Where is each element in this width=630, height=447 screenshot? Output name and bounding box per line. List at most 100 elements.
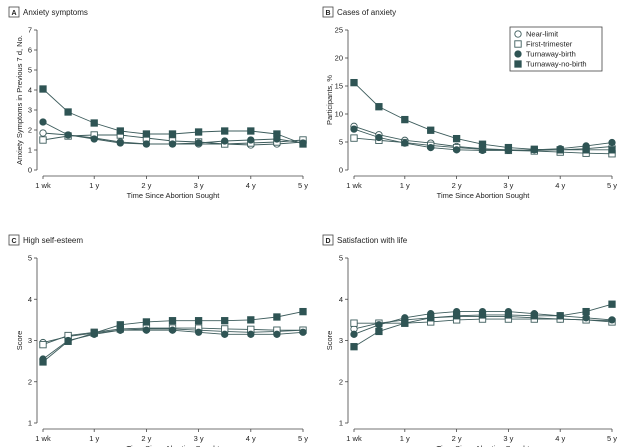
panel-a: A Anxiety symptoms 0 1 2 3 4 5 6 7 1 wk 1 y 2 y 3 y 4 … (8, 6, 308, 200)
panel-title: Cases of anxiety (337, 8, 396, 17)
data-point-turnaway-no-birth (608, 300, 616, 308)
data-point-turnaway-birth (452, 146, 461, 154)
panel-letter: B (325, 10, 330, 17)
x-tick-label: 1 wk (35, 434, 51, 443)
x-tick-label: 3 y (503, 434, 513, 443)
y-tick-label: 20 (335, 54, 343, 63)
data-point-turnaway-birth (142, 140, 151, 148)
data-point-turnaway-birth (168, 140, 177, 148)
legend-label: Near-limit (526, 30, 559, 39)
x-tick-label: 2 y (452, 434, 462, 443)
y-tick-label: 1 (28, 146, 32, 155)
data-point-turnaway-no-birth (64, 108, 72, 116)
data-point-turnaway-birth (350, 125, 358, 133)
data-point-turnaway-birth (478, 146, 487, 155)
data-point-first-trimester (350, 134, 358, 142)
data-point-turnaway-no-birth (608, 146, 616, 154)
y-tick-label: 3 (28, 336, 32, 345)
data-point-turnaway-no-birth (247, 316, 255, 324)
y-axis-title: Anxiety Symptoms in Previous 7 d, No. (15, 35, 24, 165)
data-point-turnaway-no-birth (530, 145, 538, 153)
x-tick-label: 4 y (246, 181, 256, 190)
y-tick-label: 2 (28, 377, 32, 386)
x-tick-label: 1 y (89, 434, 99, 443)
data-point-turnaway-no-birth (273, 313, 281, 321)
panel-letter: C (11, 238, 16, 245)
y-tick-label: 2 (339, 377, 343, 386)
data-point-turnaway-no-birth (273, 130, 281, 138)
data-point-turnaway-no-birth (299, 140, 307, 148)
data-point-turnaway-no-birth (504, 311, 513, 319)
x-tick-label: 3 y (194, 181, 204, 190)
data-point-turnaway-birth (273, 330, 281, 338)
legend-marker (514, 40, 522, 48)
data-point-turnaway-no-birth (90, 329, 98, 337)
data-point-turnaway-no-birth (350, 78, 358, 87)
data-point-near-limit (39, 129, 47, 137)
x-tick-label: 4 y (555, 434, 565, 443)
y-tick-label: 4 (339, 295, 343, 304)
x-tick-label: 1 wk (346, 181, 362, 190)
panel-letter-box (8, 6, 20, 18)
x-tick-label: 3 y (194, 434, 204, 443)
data-point-turnaway-no-birth (168, 317, 177, 325)
data-point-turnaway-no-birth (39, 85, 47, 93)
panel-letter: D (325, 238, 330, 245)
x-tick-label: 1 y (400, 181, 410, 190)
data-point-turnaway-no-birth (504, 143, 513, 152)
y-tick-label: 0 (28, 166, 32, 175)
panel-letter-box (322, 6, 334, 18)
data-point-first-trimester (350, 319, 358, 327)
panel-title: High self-esteem (23, 236, 83, 245)
x-axis-title: Time Since Abortion Sought (127, 444, 221, 447)
x-tick-label: 1 wk (35, 181, 51, 190)
x-tick-label: 4 y (246, 434, 256, 443)
y-tick-label: 4 (28, 295, 32, 304)
y-tick-label: 1 (339, 419, 343, 428)
data-point-first-trimester (39, 340, 47, 349)
data-point-turnaway-no-birth (116, 321, 124, 329)
data-point-turnaway-birth (194, 328, 203, 336)
data-point-turnaway-no-birth (452, 312, 461, 320)
y-tick-label: 10 (335, 110, 343, 119)
panel-c: C High self-esteem 1 2 3 4 5 1 wk 1 y 2 y 3 y 4 y 5 … (8, 234, 308, 447)
legend-label: Turnaway-no-birth (526, 60, 587, 69)
data-point-turnaway-no-birth (401, 115, 409, 124)
x-tick-label: 5 y (298, 434, 308, 443)
legend-label: Turnaway-birth (526, 50, 576, 59)
data-point-turnaway-birth (64, 131, 72, 139)
x-tick-label: 2 y (141, 181, 151, 190)
y-tick-label: 25 (335, 26, 343, 35)
x-axis-title: Time Since Abortion Sought (127, 191, 221, 200)
x-axis-title: Time Since Abortion Sought (437, 444, 531, 447)
data-point-turnaway-birth (194, 139, 203, 147)
data-point-turnaway-birth (375, 321, 383, 329)
y-tick-label: 3 (339, 336, 343, 345)
y-tick-label: 3 (28, 106, 32, 115)
panel-letter: A (11, 10, 16, 17)
data-point-turnaway-birth (168, 326, 177, 334)
x-axis-title: Time Since Abortion Sought (437, 191, 531, 200)
data-point-turnaway-no-birth (582, 146, 590, 154)
y-axis-title: Score (325, 331, 334, 351)
legend-marker (514, 30, 522, 38)
x-tick-label: 5 y (607, 434, 617, 443)
x-tick-label: 1 wk (346, 434, 362, 443)
data-point-turnaway-birth (299, 328, 307, 336)
data-point-turnaway-birth (350, 330, 358, 338)
x-tick-label: 2 y (141, 434, 151, 443)
data-point-turnaway-no-birth (247, 127, 255, 135)
y-tick-label: 2 (28, 126, 32, 135)
data-point-turnaway-no-birth (478, 140, 487, 148)
data-point-turnaway-birth (427, 143, 435, 152)
data-point-turnaway-no-birth (168, 130, 177, 138)
y-tick-label: 5 (339, 254, 343, 263)
data-point-turnaway-no-birth (350, 343, 358, 351)
data-point-turnaway-no-birth (194, 317, 203, 325)
y-tick-label: 15 (335, 82, 343, 91)
y-tick-label: 5 (339, 138, 343, 147)
y-tick-label: 5 (28, 66, 32, 75)
data-point-turnaway-no-birth (452, 134, 461, 143)
